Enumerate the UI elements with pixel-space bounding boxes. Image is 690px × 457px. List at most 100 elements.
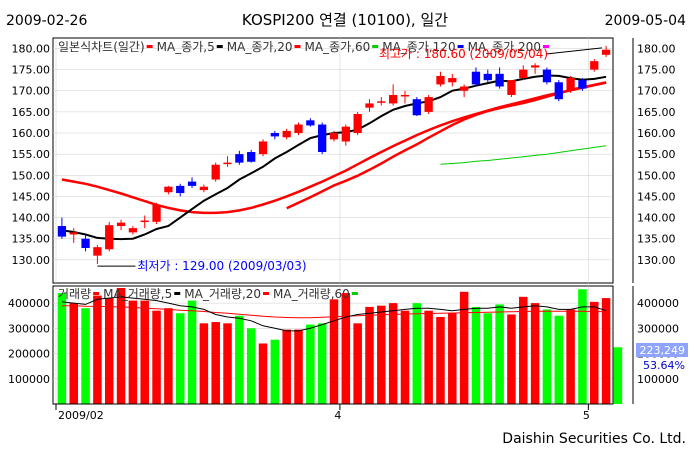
candle-body bbox=[483, 73, 492, 81]
price-tick-label-right: 170.00 bbox=[637, 85, 676, 98]
price-tick-label-right: 130.00 bbox=[637, 254, 676, 267]
legend-marker bbox=[216, 45, 223, 48]
candle-body bbox=[436, 75, 445, 85]
volume-bar bbox=[377, 305, 386, 404]
volume-bar bbox=[589, 301, 599, 404]
legend-marker bbox=[457, 45, 464, 48]
candle-body bbox=[412, 99, 421, 116]
candle-body bbox=[164, 186, 173, 193]
price-tick-label-right: 180.00 bbox=[637, 42, 676, 55]
volume-bar bbox=[353, 323, 362, 404]
candle-body bbox=[400, 94, 410, 97]
legend-marker bbox=[351, 292, 358, 295]
volume-bar bbox=[448, 313, 457, 404]
price-tick-label-left: 145.00 bbox=[12, 190, 51, 203]
price-tick-label-left: 140.00 bbox=[12, 212, 51, 225]
volume-bar bbox=[294, 329, 303, 404]
volume-bar bbox=[152, 310, 161, 404]
x-tick-label: 5 bbox=[583, 409, 590, 422]
volume-bar bbox=[223, 323, 232, 404]
chart-title: KOSPI200 연결 (10100), 일간 bbox=[242, 11, 448, 29]
volume-bar bbox=[57, 293, 67, 404]
price-tick-label-right: 135.00 bbox=[637, 233, 676, 246]
volume-bar bbox=[199, 323, 209, 404]
last-volume-percent: 53.64% bbox=[643, 359, 685, 372]
volume-bar bbox=[164, 308, 173, 404]
volume-bar bbox=[483, 313, 493, 404]
legend-label: MA_종가,20 bbox=[227, 40, 293, 54]
price-tick-label-left: 150.00 bbox=[12, 169, 51, 182]
volume-tick-label-right: 400000 bbox=[637, 297, 679, 310]
volume-bar bbox=[471, 306, 481, 404]
legend-marker bbox=[146, 45, 153, 48]
candle-body bbox=[495, 73, 504, 87]
candle-body bbox=[282, 130, 291, 138]
volume-ma5-line bbox=[61, 296, 607, 332]
candle-body bbox=[258, 141, 268, 155]
ma20-line bbox=[286, 81, 607, 210]
candle-body bbox=[389, 94, 398, 104]
volume-bar bbox=[412, 303, 422, 404]
price-tick-label-right: 165.00 bbox=[637, 106, 676, 119]
volume-bar bbox=[554, 315, 564, 404]
candle-body bbox=[471, 71, 481, 85]
candle-body bbox=[93, 247, 102, 256]
volume-bar bbox=[578, 289, 587, 404]
legend-label: MA_종가,200 bbox=[468, 40, 541, 54]
legend-label: 일본식차트(일간) bbox=[58, 40, 145, 54]
candle-body bbox=[353, 113, 362, 134]
volume-tick-label-left: 100000 bbox=[8, 373, 50, 386]
legend-marker bbox=[93, 292, 100, 295]
price-legend: 일본식차트(일간) MA_종가,5 MA_종가,20 MA_종가,60 MA_종가,12… bbox=[58, 40, 549, 54]
volume-bar bbox=[235, 315, 244, 404]
price-tick-label-left: 180.00 bbox=[12, 42, 51, 55]
volume-tick-label-right: 100000 bbox=[637, 373, 679, 386]
volume-bar bbox=[69, 303, 79, 404]
candle-body bbox=[69, 232, 78, 235]
volume-bar bbox=[495, 304, 504, 404]
legend-marker bbox=[542, 45, 549, 48]
axis-layer: 130.00 130.00 135.00 135.00 140.00 140.00 145.… bbox=[8, 42, 679, 422]
volume-bar bbox=[282, 329, 291, 404]
volume-bar bbox=[507, 314, 516, 404]
candle-body bbox=[566, 78, 575, 91]
candle-body bbox=[448, 78, 457, 83]
price-tick-label-left: 160.00 bbox=[12, 127, 51, 140]
end-date: 2009-05-04 bbox=[605, 13, 686, 29]
candle-body bbox=[318, 124, 327, 153]
legend-label: 거래량 bbox=[58, 287, 91, 301]
footer-company: Daishin Securities Co. Ltd. bbox=[502, 431, 686, 447]
candle-body bbox=[542, 69, 552, 83]
candle-layer bbox=[57, 45, 611, 265]
candle-body bbox=[341, 126, 350, 142]
volume-bar bbox=[270, 339, 280, 404]
candle-body bbox=[306, 120, 315, 126]
volume-bar bbox=[187, 300, 197, 404]
volume-bar bbox=[530, 303, 540, 404]
volume-tick-label-left: 300000 bbox=[8, 322, 50, 335]
volume-bar bbox=[424, 310, 433, 404]
candle-body bbox=[270, 133, 279, 137]
candle-body bbox=[329, 133, 339, 140]
volume-bar bbox=[140, 300, 149, 404]
volume-bar bbox=[306, 324, 315, 404]
legend-label: MA_거래량,5 bbox=[103, 287, 172, 301]
price-panel-frame bbox=[52, 37, 614, 284]
candle-body bbox=[530, 65, 540, 68]
volume-legend: 거래량 MA_거래량,5 MA_거래량,20 MA_거래량,60 bbox=[58, 287, 358, 301]
x-tick-label: 4 bbox=[334, 409, 341, 422]
candle-body bbox=[377, 101, 386, 103]
candle-body bbox=[140, 220, 149, 223]
ma60-line bbox=[61, 81, 607, 215]
volume-tick-label-right: 300000 bbox=[637, 322, 679, 335]
legend-marker bbox=[174, 292, 181, 295]
high-annotation: 최고가 : 180.60 (2009/05/04) bbox=[379, 47, 603, 61]
candle-body bbox=[223, 162, 232, 165]
volume-bar bbox=[566, 309, 575, 404]
legend-label: MA_거래량,60 bbox=[273, 287, 350, 301]
high-annotation-arrow bbox=[546, 47, 603, 55]
price-tick-label-left: 170.00 bbox=[12, 85, 51, 98]
legend-label: MA_종가,5 bbox=[157, 40, 215, 54]
candle-body bbox=[507, 80, 516, 95]
